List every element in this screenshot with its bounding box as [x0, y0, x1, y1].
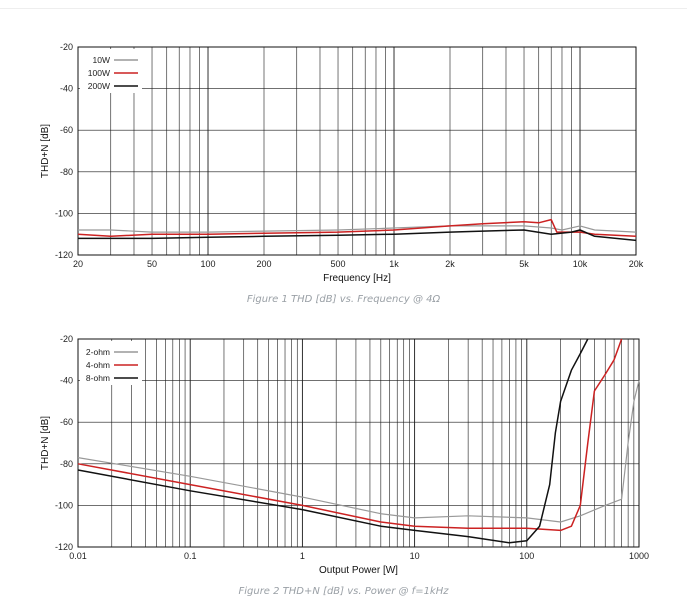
legend-entry-label: 200W	[88, 81, 110, 91]
figure-1-caption: Figure 1 THD [dB] vs. Frequency @ 4Ω	[246, 294, 441, 305]
legend-entry-label: 4-ohm	[86, 360, 110, 370]
y-tick-label: -40	[60, 84, 73, 94]
x-tick-label: 20k	[629, 259, 644, 269]
legend-entry-label: 8-ohm	[86, 373, 110, 383]
x-axis-label: Output Power [W]	[319, 565, 398, 576]
y-tick-label: -80	[60, 167, 73, 177]
y-tick-label: -20	[60, 334, 73, 344]
x-tick-label: 1000	[629, 551, 649, 561]
legend: 2-ohm 4-ohm 8-ohm	[80, 341, 142, 385]
x-tick-label: 20	[73, 259, 83, 269]
y-tick-label: -40	[60, 376, 73, 386]
y-tick-label: -100	[55, 500, 73, 510]
x-tick-label: 10	[410, 551, 420, 561]
y-tick-label: -20	[60, 42, 73, 52]
legend-entry-label: 100W	[88, 68, 110, 78]
legend: 10W 100W 200W	[80, 49, 142, 93]
series-line-200w	[78, 229, 637, 242]
series-line-8-ohm	[77, 338, 589, 544]
x-tick-label: 2k	[445, 259, 455, 269]
y-tick-label: -60	[60, 417, 73, 427]
y-tick-label: -120	[55, 250, 73, 260]
x-tick-label: 500	[331, 259, 346, 269]
x-tick-label: 100	[519, 551, 534, 561]
legend-entry-label: 10W	[93, 55, 110, 65]
figure-2-caption: Figure 2 THD+N [dB] vs. Power @ f=1kHz	[238, 586, 449, 597]
legend-entry-label: 2-ohm	[86, 347, 110, 357]
x-tick-label: 50	[147, 259, 157, 269]
y-tick-label: -80	[60, 459, 73, 469]
top-divider	[0, 8, 687, 9]
y-tick-label: -100	[55, 208, 73, 218]
series-line-4-ohm	[77, 338, 623, 532]
x-tick-label: 200	[256, 259, 271, 269]
plot-frame	[77, 338, 640, 548]
series-line-2-ohm	[77, 380, 640, 523]
y-tick-label: -120	[55, 542, 73, 552]
x-axis-label: Frequency [Hz]	[323, 273, 391, 284]
x-tick-label: 0.01	[69, 551, 87, 561]
x-tick-label: 5k	[519, 259, 529, 269]
y-tick-label: -60	[60, 125, 73, 135]
x-tick-label: 1	[300, 551, 305, 561]
y-axis-label: THD+N [dB]	[40, 124, 51, 178]
x-tick-label: 0.1	[184, 551, 197, 561]
y-axis-label: THD+N [dB]	[40, 416, 51, 470]
x-tick-label: 100	[200, 259, 215, 269]
x-tick-label: 1k	[389, 259, 399, 269]
plot-frame	[77, 46, 637, 256]
x-tick-label: 10k	[573, 259, 588, 269]
